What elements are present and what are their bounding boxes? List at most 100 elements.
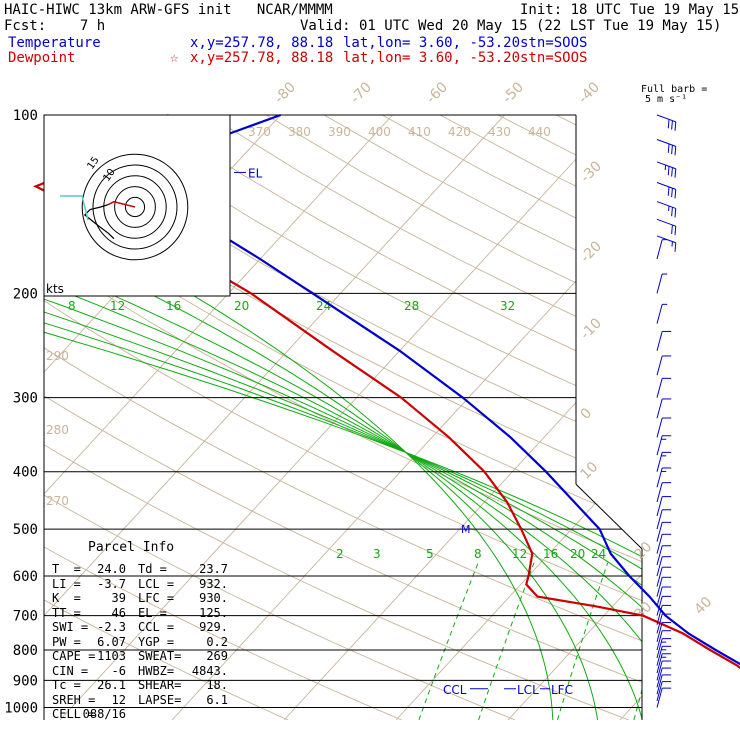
legend-dewpoint-label: Dewpoint: [8, 50, 76, 66]
parcel-key: SWI =: [52, 620, 89, 634]
parcel-value: 088/16: [82, 707, 126, 721]
isotherm-label: -20: [578, 238, 605, 265]
wind-barb: [656, 667, 672, 688]
barb-staff: [656, 398, 663, 419]
parcel-key: CAPE =: [52, 649, 96, 663]
parcel-key: T =: [52, 562, 81, 576]
isotherm-line: [619, 115, 642, 720]
forecast-hour: Fcst: 7 h: [4, 18, 105, 34]
wind-barb: [656, 355, 672, 376]
dry-adiabat: [44, 115, 629, 720]
isotherm-label: -30: [578, 158, 605, 185]
theta-label: 290: [46, 349, 69, 363]
wind-barb: [656, 239, 668, 260]
dry-adiabat: [323, 115, 642, 720]
wind-barb: [656, 521, 672, 542]
wind-barb: [656, 496, 672, 517]
hodograph-low-segment: [108, 200, 136, 208]
wind-barb: [656, 435, 672, 456]
parcel-value: 269: [206, 649, 228, 663]
moist-adiabat: [78, 279, 642, 720]
barb-flag: [671, 145, 673, 155]
parcel-value: 24.0: [97, 562, 126, 576]
parcel-value: 26.1: [97, 678, 126, 692]
barb-flag: [671, 120, 673, 130]
theta-label: 370: [248, 125, 271, 139]
legend-temperature-station: stn=SOOS: [520, 35, 588, 51]
valid-time: Valid: 01 UTC Wed 20 May 15 (22 LST Tue …: [300, 18, 722, 34]
isotherm-line: [732, 115, 740, 720]
wind-barb: [656, 303, 668, 324]
el-label: EL: [248, 166, 263, 180]
barb-flag: [674, 242, 677, 252]
mixing-ratio-label: 8: [474, 547, 482, 561]
wind-barb: [656, 201, 677, 218]
isotherm-label: 0: [578, 405, 596, 423]
barb-staff: [656, 596, 663, 616]
isotherm-line: [171, 115, 642, 720]
wind-barb: [656, 653, 672, 674]
barb-staff: [656, 239, 663, 260]
wind-barb: [656, 235, 677, 252]
wind-barb: [656, 398, 672, 419]
org-name: NCAR/MMMM: [256, 2, 333, 18]
parcel-key: Td =: [138, 562, 167, 576]
barb-staff: [656, 139, 676, 147]
dry-adiabat: [44, 115, 642, 720]
theta-label: 390: [328, 125, 351, 139]
moist-adiabat: [44, 279, 642, 720]
parcel-key: SREH =: [52, 692, 96, 707]
dry-adiabat: [150, 115, 642, 720]
barb-staff: [656, 545, 663, 566]
pressure-label: 300: [13, 391, 38, 407]
wind-barb: [656, 218, 677, 236]
parcel-value: 12: [111, 692, 126, 707]
barb-staff: [656, 452, 663, 472]
parcel-key: CELL =: [52, 707, 96, 721]
barb-flag: [671, 224, 673, 234]
legend-dewpoint-xy: x,y=257.78, 88.18: [190, 50, 334, 66]
theta-label: 380: [288, 125, 311, 139]
pressure-label: 1000: [4, 700, 38, 716]
wind-barb: [656, 622, 672, 642]
barb-staff: [656, 567, 663, 587]
parcel-key: SWEAT=: [138, 649, 182, 663]
latlon-label: lat,lon=: [343, 35, 411, 51]
hodograph-unit-label: kts: [46, 282, 64, 296]
wind-barb: [656, 377, 672, 398]
plot-right-slant: [575, 483, 643, 550]
barb-staff: [656, 522, 663, 542]
wind-barb: [656, 556, 672, 577]
wind-barb: [656, 182, 677, 199]
isotherm-line: [395, 115, 642, 720]
mixing-ratio-label: 3: [373, 547, 381, 561]
latlon-value: 3.60, -53.20: [418, 35, 521, 51]
pressure-label: 700: [13, 609, 38, 625]
barb-flag: [674, 226, 677, 236]
legend-temperature-xy: x,y=257.78, 88.18: [190, 35, 334, 51]
parcel-value: 18.: [206, 678, 228, 692]
wind-barb: [656, 509, 672, 530]
mixing-ratio-label: 24: [591, 547, 606, 561]
mixing-ratio-label: 2: [336, 547, 344, 561]
theta-label: 440: [528, 125, 551, 139]
theta-e-label: 12: [110, 299, 125, 313]
parcel-key: LI =: [52, 576, 81, 591]
parcel-value: 23.7: [199, 562, 228, 576]
theta-label: 420: [448, 125, 471, 139]
wind-barb: [656, 161, 677, 178]
parcel-value: 932.: [199, 576, 228, 591]
wind-barb: [656, 273, 668, 294]
pressure-label: 900: [13, 673, 38, 689]
parcel-value: 0.2: [206, 634, 228, 649]
wind-barb: [656, 482, 672, 503]
theta-label: 410: [408, 125, 431, 139]
legend-dewpoint-marker: ☆: [170, 50, 179, 66]
wind-barb: [656, 417, 672, 438]
barb-staff: [656, 435, 663, 456]
isotherm-label: -70: [348, 79, 375, 106]
hodograph-ring: [81, 153, 189, 261]
mixing-ratio-label: 20: [570, 547, 585, 561]
barb-staff: [656, 378, 663, 398]
barb-flag: [667, 119, 670, 129]
